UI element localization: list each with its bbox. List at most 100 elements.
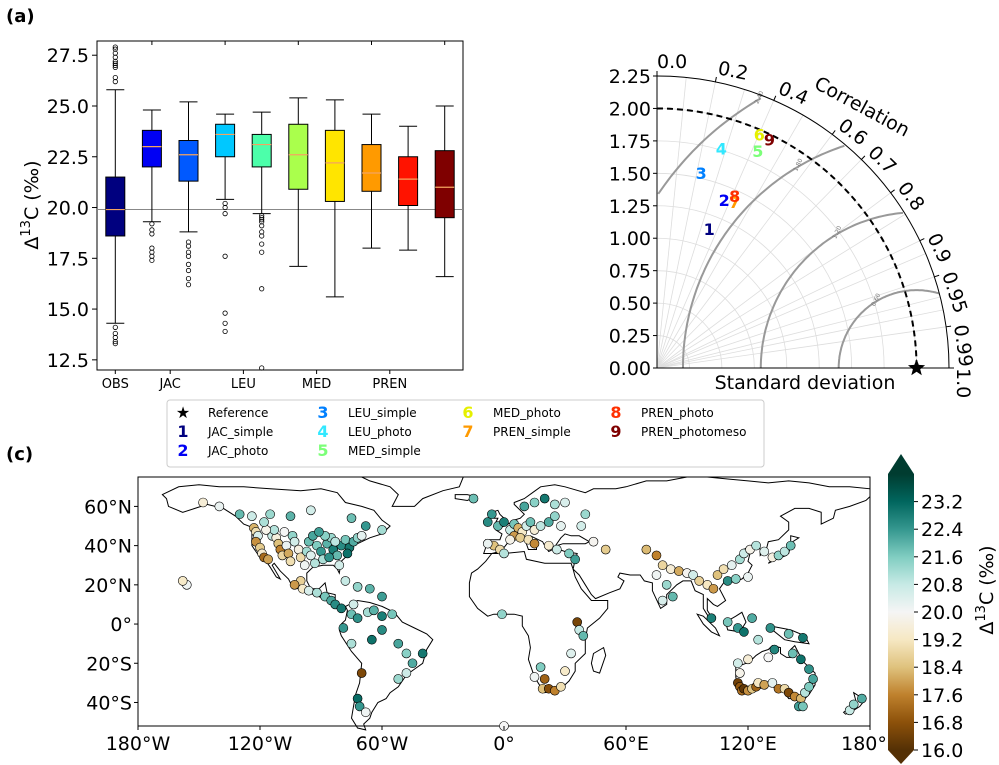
taylor-std-tick-label: 0.75 [609,261,651,283]
map-site [730,574,741,584]
taylor-rms-contour [682,144,845,368]
map-site [694,576,705,586]
map-site [499,548,509,559]
map-site [759,546,770,557]
map-site [299,560,310,571]
map-site [560,497,570,508]
map-site [283,548,294,559]
map-site [310,558,320,569]
map-site [785,540,796,551]
map-site [285,511,296,522]
map-site [401,648,412,659]
boxplot-y-tick-label: 17.5 [47,248,89,270]
map-x-tick-label: 120°W [228,733,293,755]
map-site [482,538,493,549]
map-site [651,550,662,561]
legend-frame [166,399,765,468]
map-site [293,544,304,555]
map-site [798,701,808,712]
box-outlier [259,223,265,229]
boxplot-y-tick-label: 12.5 [47,350,89,372]
map-site [543,540,554,551]
coastline [468,550,609,694]
box-outlier [185,267,192,274]
map-site [572,617,583,627]
map-site [580,509,591,520]
legend-label: JAC_photo [207,444,268,458]
map-site [787,648,798,659]
map-site [674,566,684,576]
legend-label: MED_simple [348,444,421,458]
coastline [338,599,434,731]
box-3 [215,113,236,335]
legend-label: Reference [208,406,268,420]
coastline [590,646,607,674]
map-site [417,648,428,659]
taylor-std-tick-label: 1.25 [609,196,651,218]
map-site [600,544,611,555]
map-site [550,511,560,522]
boxplot-x-ticks: OBS JAC LEU MED PREN [102,370,407,392]
legend-marker: 8 [610,403,621,422]
map-site [330,536,341,547]
legend-marker: 6 [462,403,473,422]
panel-label-a: (a) [6,6,35,27]
map-site [535,521,546,531]
taylor-corr-tick [890,189,895,194]
map-site [576,521,587,531]
taylor-corr-tick-label: 0.7 [864,142,901,179]
legend-marker: 1 [177,422,188,441]
map-site [779,546,790,557]
boxplot-x-tick-label: PREN [372,377,407,392]
boxplot-y-tick-label: 15.0 [47,299,89,321]
box-outlier [185,276,192,282]
box-body [361,144,382,192]
colorbar-gradient [888,474,914,750]
box-outlier [259,217,265,223]
taylor-std-tick-label: 1.00 [609,228,651,250]
legend-label: JAC_simple [207,425,273,439]
taylor-rms-contour [759,211,904,368]
taylor-point-4: 4 [716,139,727,158]
map-site [261,525,271,535]
map-y-tick-label: 20°N [84,575,132,597]
taylor-corr-gridline [656,100,775,369]
map-site [259,517,269,527]
map-site [804,681,814,692]
box-outlier [222,211,228,217]
taylor-corr-gridline [656,326,947,369]
map-site [352,693,363,704]
taylor-corr-gridline [656,192,891,369]
map-site [364,583,375,594]
map-site [312,587,322,598]
box-body [251,133,272,168]
map-site [314,527,324,537]
panel-label-c: (c) [6,444,33,465]
map-site [708,583,719,594]
map-site [407,658,418,669]
box-outlier [222,204,228,211]
map-site [367,634,377,645]
taylor-corr-tick-label: 0.2 [716,57,750,85]
taylor-corr-gridline [656,89,745,369]
taylor-reference-star [908,359,926,376]
taylor-corr-gridline [656,77,687,369]
map-site [665,564,676,574]
box-body [178,140,199,182]
map-site [393,674,404,684]
boxplot-axes-frame [96,40,464,371]
legend-marker: ★ [176,403,190,422]
legend-marker: 9 [610,422,621,441]
map-site [848,699,859,710]
box-body [324,129,345,202]
map-site [712,570,723,580]
map-site [808,674,818,684]
taylor-std-tick-label: 0.50 [609,293,651,315]
map-site [529,672,540,682]
coastline [769,625,810,645]
map-site [529,538,540,549]
box-outlier [112,74,118,81]
map-panel: 180°W 120°W 60°W 0° 60°E 120°E 180°E 60°N 40°N 20… [84,454,998,764]
